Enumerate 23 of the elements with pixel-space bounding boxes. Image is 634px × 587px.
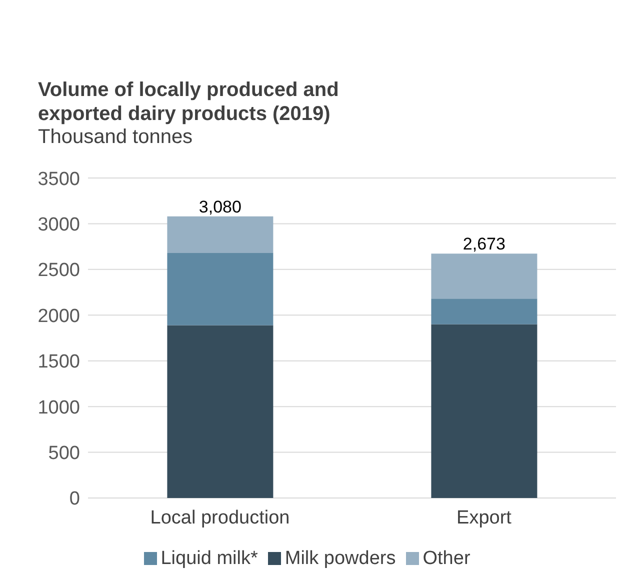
y-tick-label: 1000 (38, 397, 80, 418)
y-tick-label: 500 (48, 443, 80, 464)
x-tick-label: Local production (150, 507, 290, 528)
y-tick-label: 3000 (38, 214, 80, 236)
total-label: 2,673 (462, 234, 506, 254)
x-tick-label: Export (456, 507, 512, 528)
y-tick-label: 3500 (38, 168, 80, 190)
legend-label: Milk powders (284, 548, 396, 569)
total-label: 3,080 (198, 197, 242, 216)
y-tick-label: 0 (69, 488, 80, 510)
chart-title: Volume of locally produced and exported dairy products (2019) (37, 78, 340, 126)
bar (167, 325, 274, 498)
bar (431, 298, 538, 324)
y-tick-label: 2500 (38, 260, 80, 282)
chart-subtitle: Thousand tonnes (38, 126, 193, 149)
y-tick-label: 2000 (38, 306, 80, 327)
legend-label: Other (422, 548, 470, 569)
legend-label: Liquid milk* (160, 548, 258, 569)
bar (167, 216, 274, 253)
bar (431, 254, 538, 299)
bar (431, 324, 538, 498)
bar (167, 252, 274, 326)
y-tick-label: 1500 (38, 352, 80, 373)
